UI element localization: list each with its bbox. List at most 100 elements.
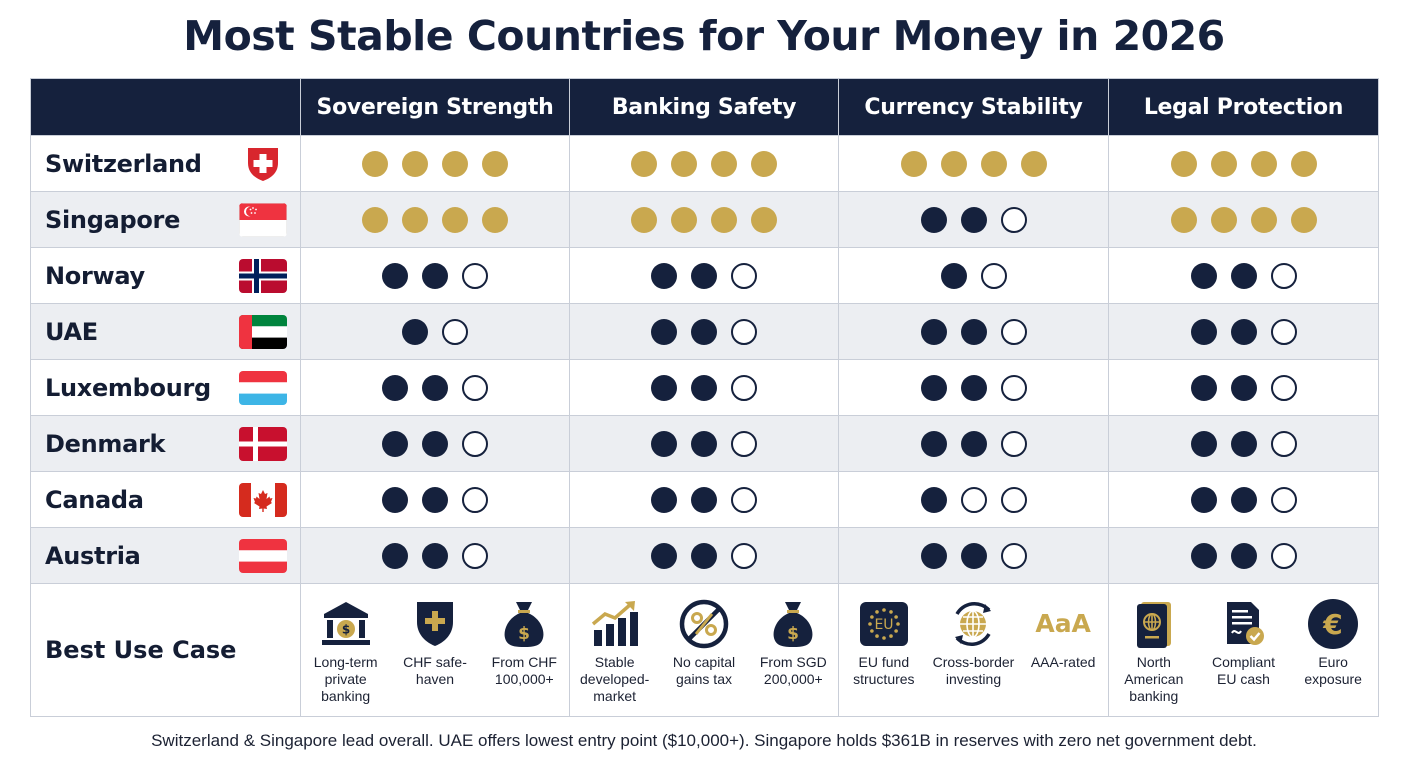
- use-case-item: CHF safe-haven: [392, 596, 478, 705]
- use-case-cell: Stable developed-market No capital gains …: [569, 583, 839, 717]
- column-header-banking-safety: Banking Safety: [569, 78, 839, 136]
- rating-dot-gold: [751, 206, 777, 233]
- country-name: Denmark: [45, 429, 166, 458]
- rating-dot-gold: [711, 150, 737, 177]
- country-name: Switzerland: [45, 149, 202, 178]
- rating-cell: [300, 247, 570, 304]
- rating-dot-empty: [1270, 542, 1297, 569]
- rating-dot-gold: [442, 206, 468, 233]
- use-case-item: Cross-border investing: [930, 596, 1016, 688]
- austria-flag-icon: [239, 538, 287, 573]
- rating-dot-empty: [1270, 430, 1297, 457]
- rating-dot-full: [960, 374, 987, 401]
- country-name: UAE: [45, 317, 98, 346]
- rating-dot-gold: [940, 150, 967, 177]
- rating-dot-full: [920, 318, 947, 345]
- rating-cell: [1108, 303, 1379, 360]
- rating-cell: [569, 247, 839, 304]
- rating-dot-gold: [1250, 150, 1277, 177]
- rating-dot-full: [960, 542, 987, 569]
- footer-note: Switzerland & Singapore lead overall. UA…: [151, 731, 1257, 750]
- money-bag-icon: $: [773, 602, 813, 647]
- rating-dot-full: [1190, 542, 1217, 569]
- country-cell: Denmark: [30, 415, 301, 472]
- column-header-sovereign-strength: Sovereign Strength: [300, 78, 570, 136]
- use-case-item: $ From SGD 200,000+: [750, 596, 836, 705]
- rating-dot-full: [1230, 318, 1257, 345]
- use-case-cell: EU EU fund structures Cross-border investi…: [838, 583, 1109, 717]
- country-row: Norway: [30, 247, 1379, 304]
- rating-dot-full: [1230, 374, 1257, 401]
- rating-dot-gold: [1290, 206, 1317, 233]
- use-case-label: Best Use Case: [45, 636, 237, 664]
- rating-cell: [569, 359, 839, 416]
- country-row: Luxembourg: [30, 359, 1379, 416]
- rating-dot-full: [651, 318, 677, 345]
- country-cell: Norway: [30, 247, 301, 304]
- rating-dot-empty: [1270, 318, 1297, 345]
- rating-dot-empty: [731, 374, 757, 401]
- rating-dot-full: [1230, 486, 1257, 513]
- rating-dot-full: [691, 430, 717, 457]
- rating-dot-full: [691, 374, 717, 401]
- rating-dot-gold: [1210, 206, 1237, 233]
- country-name: Singapore: [45, 205, 181, 234]
- rating-dot-empty: [1000, 542, 1027, 569]
- use-case-item: No capital gains tax: [661, 596, 747, 705]
- rating-cell: [838, 415, 1109, 472]
- rating-dot-full: [691, 486, 717, 513]
- rating-dot-full: [960, 430, 987, 457]
- use-case-text: Stable developed-market: [580, 654, 650, 704]
- use-case-text: CHF safe-haven: [403, 654, 467, 687]
- rating-dot-full: [920, 542, 947, 569]
- rating-cell: [1108, 191, 1379, 248]
- rating-dot-gold: [402, 150, 428, 177]
- rating-dot-gold: [900, 150, 927, 177]
- rating-dot-full: [960, 206, 987, 233]
- rating-cell: [838, 471, 1109, 528]
- rating-cell: [569, 303, 839, 360]
- use-case-item: $ From CHF 100,000+: [481, 596, 567, 705]
- rating-dot-gold: [482, 150, 508, 177]
- use-case-cell: $ Long-term private banking CHF safe-haven…: [300, 583, 570, 717]
- country-name: Norway: [45, 261, 145, 290]
- rating-dot-gold: [1250, 206, 1277, 233]
- use-case-text: North American banking: [1124, 654, 1184, 704]
- rating-dot-full: [422, 486, 448, 513]
- rating-dot-empty: [462, 262, 488, 289]
- rating-dot-full: [1190, 262, 1217, 289]
- rating-dot-full: [422, 430, 448, 457]
- rating-dot-full: [920, 206, 947, 233]
- header-corner: [30, 78, 301, 136]
- rating-cell: [1108, 471, 1379, 528]
- rating-dot-empty: [462, 486, 488, 513]
- rating-dot-gold: [711, 206, 737, 233]
- rating-cell: [300, 191, 570, 248]
- rating-cell: [569, 527, 839, 584]
- rating-cell: [838, 527, 1109, 584]
- country-row: UAE: [30, 303, 1379, 360]
- rating-dot-gold: [442, 150, 468, 177]
- rating-dot-full: [382, 374, 408, 401]
- rating-dot-empty: [731, 542, 757, 569]
- rating-dot-gold: [671, 150, 697, 177]
- rating-dot-empty: [980, 262, 1007, 289]
- country-name: Austria: [45, 541, 141, 570]
- rating-dot-empty: [1000, 318, 1027, 345]
- use-case-label-cell: Best Use Case: [30, 583, 301, 717]
- page-title: Most Stable Countries for Your Money in …: [183, 12, 1225, 60]
- rating-dot-full: [402, 318, 428, 345]
- rating-dot-full: [1190, 318, 1217, 345]
- rating-dot-full: [691, 318, 717, 345]
- rating-dot-empty: [731, 430, 757, 457]
- eu-flag-icon: EU: [859, 602, 908, 646]
- country-row: Austria: [30, 527, 1379, 584]
- rating-dot-gold: [1210, 150, 1237, 177]
- use-case-text: EU fund structures: [853, 654, 915, 687]
- rating-dot-full: [691, 262, 717, 289]
- country-row: Switzerland: [30, 135, 1379, 192]
- rating-dot-full: [382, 542, 408, 569]
- rating-cell: [569, 191, 839, 248]
- use-case-text: From CHF 100,000+: [491, 654, 557, 687]
- rating-dot-full: [1190, 430, 1217, 457]
